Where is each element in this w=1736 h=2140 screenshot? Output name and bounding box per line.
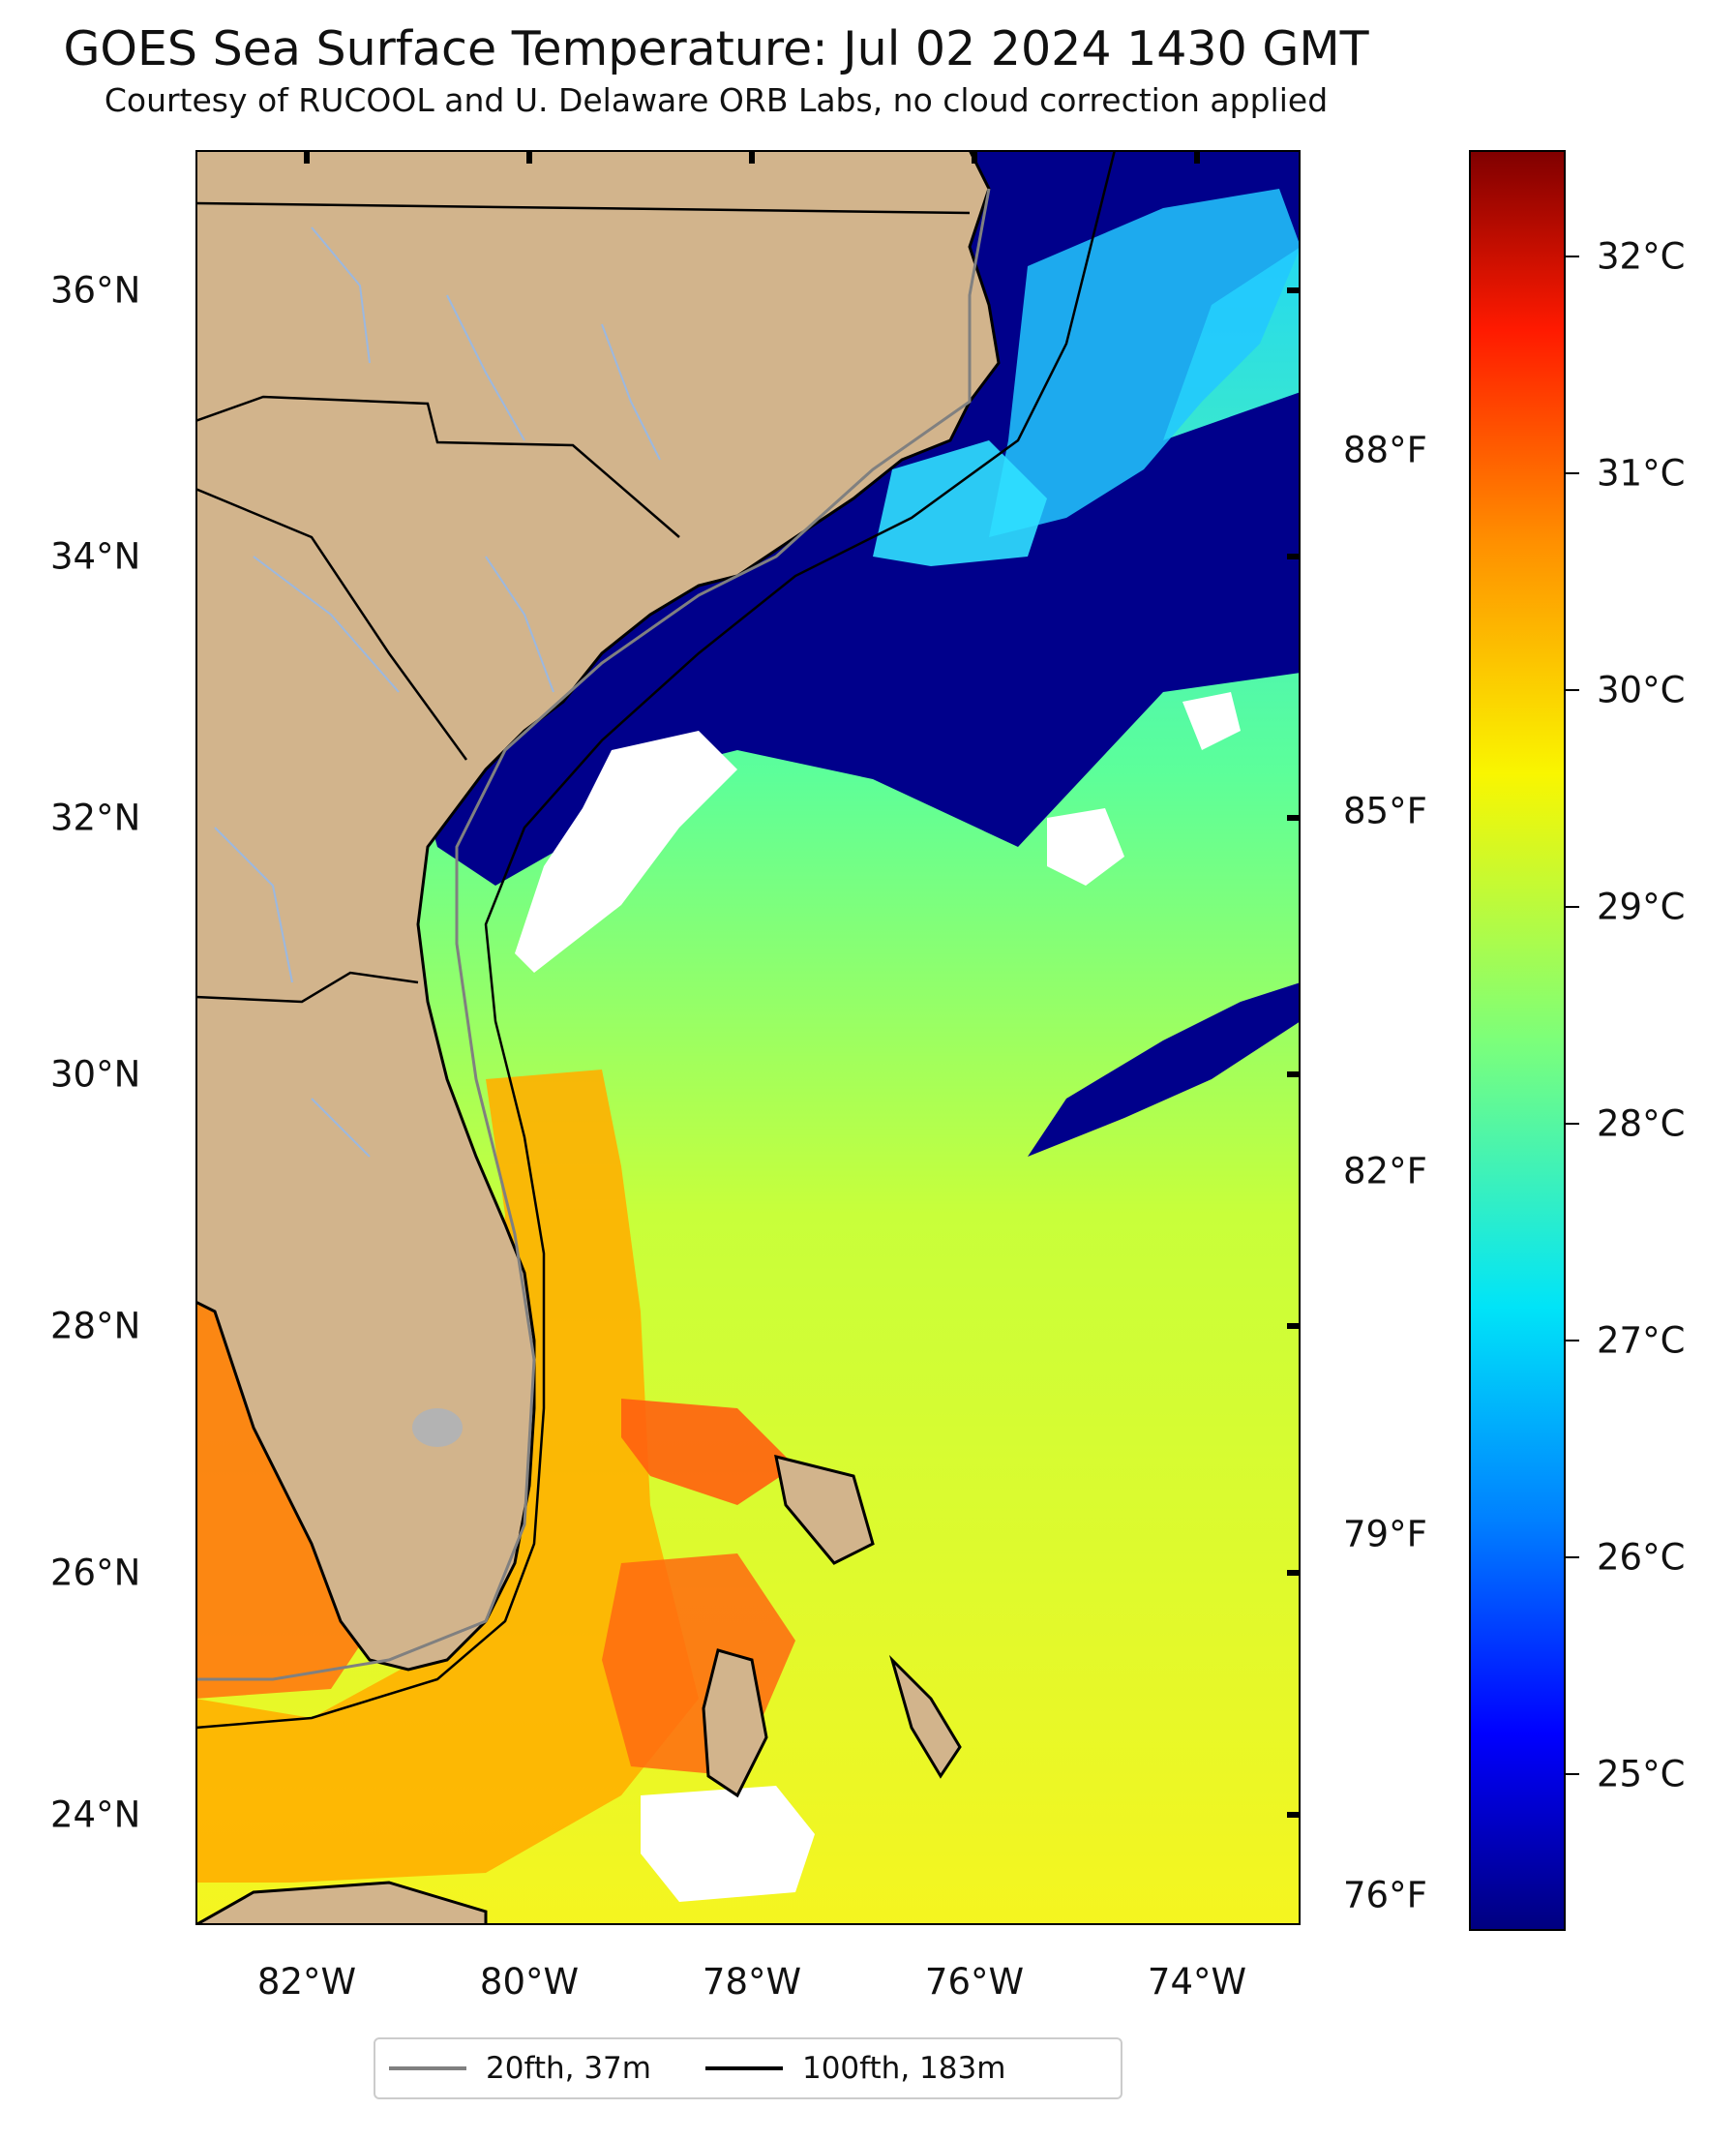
colorbar-tick [1566, 689, 1579, 691]
cloud-patch-5 [641, 1786, 815, 1902]
contour-20fth [195, 188, 991, 1681]
fahrenheit-label-79: 79°F [1343, 1513, 1427, 1555]
legend-swatch-gray-line [389, 2066, 466, 2070]
lon-label-82w: 82°W [256, 1961, 357, 2003]
colorbar-tick [1566, 256, 1579, 257]
lat-label-28n: 28°N [50, 1305, 141, 1347]
colorbar-label-25c: 25°C [1597, 1753, 1686, 1795]
colorbar-label-28c: 28°C [1597, 1102, 1686, 1145]
legend-item-100fth: 100fth, 183m [704, 2051, 1006, 2086]
lon-label-74w: 74°W [1147, 1961, 1247, 2003]
cloud-patch-1 [515, 731, 737, 973]
map-title: GOES Sea Surface Temperature: Jul 02 202… [63, 21, 1369, 76]
fahrenheit-label-82: 82°F [1343, 1150, 1427, 1192]
cold-water-east [1028, 982, 1301, 1157]
colorbar-label-29c: 29°C [1597, 886, 1686, 928]
colorbar-tick [1566, 1123, 1579, 1125]
land-eleuthera [888, 1654, 962, 1779]
lon-label-80w: 80°W [479, 1961, 580, 2003]
colorbar-label-26c: 26°C [1597, 1536, 1686, 1579]
warm-water-little-bahama [621, 1399, 795, 1505]
lat-label-24n: 24°N [50, 1793, 141, 1836]
colorbar-tick [1566, 1340, 1579, 1341]
contour-legend: 20fth, 37m 100fth, 183m [374, 2037, 1122, 2099]
colorbar-tick [1566, 1773, 1579, 1775]
cool-patch-carolina [873, 440, 1047, 566]
colorbar-label-31c: 31°C [1597, 452, 1686, 495]
colorbar-label-27c: 27°C [1597, 1319, 1686, 1362]
cloud-patch-3 [1047, 808, 1124, 886]
major-ticks [304, 150, 1301, 1818]
lake-okeechobee [412, 1408, 463, 1447]
lon-label-76w: 76°W [924, 1961, 1025, 2003]
legend-label-100fth: 100fth, 183m [801, 2051, 1006, 2086]
fahrenheit-label-76: 76°F [1343, 1874, 1427, 1916]
colorbar-label-32c: 32°C [1597, 235, 1686, 278]
state-borders [195, 201, 971, 1004]
land-cuba-edge [195, 1881, 488, 1925]
rivers [214, 226, 661, 1158]
colorbar-label-30c: 30°C [1597, 669, 1686, 711]
lon-label-78w: 78°W [702, 1961, 802, 2003]
fahrenheit-label-88: 88°F [1343, 429, 1427, 471]
land-southeast-us [195, 150, 1001, 1672]
legend-label-20fth: 20fth, 37m [486, 2051, 651, 2086]
legend-swatch-black-line [704, 2066, 783, 2070]
lat-label-32n: 32°N [50, 797, 141, 839]
legend-item-20fth: 20fth, 37m [389, 2051, 651, 2086]
fahrenheit-label-85: 85°F [1343, 790, 1427, 832]
contour-100fth [195, 150, 1117, 1730]
lat-label-34n: 34°N [50, 535, 141, 578]
lat-label-30n: 30°N [50, 1053, 141, 1096]
sst-map [195, 150, 1301, 1925]
lat-label-26n: 26°N [50, 1552, 141, 1594]
colorbar [1469, 150, 1566, 1931]
lat-label-36n: 36°N [50, 269, 141, 312]
colorbar-tick [1566, 906, 1579, 908]
map-frame [195, 150, 1301, 1925]
colorbar-tick [1566, 1556, 1579, 1558]
land-grand-bahama [774, 1454, 875, 1565]
land-andros [702, 1648, 768, 1798]
colorbar-tick [1566, 472, 1579, 474]
map-subtitle: Courtesy of RUCOOL and U. Delaware ORB L… [104, 81, 1329, 119]
cloud-patch-4 [1182, 692, 1241, 750]
cool-patch-north [989, 189, 1301, 537]
warm-water-straits [195, 1070, 699, 1883]
